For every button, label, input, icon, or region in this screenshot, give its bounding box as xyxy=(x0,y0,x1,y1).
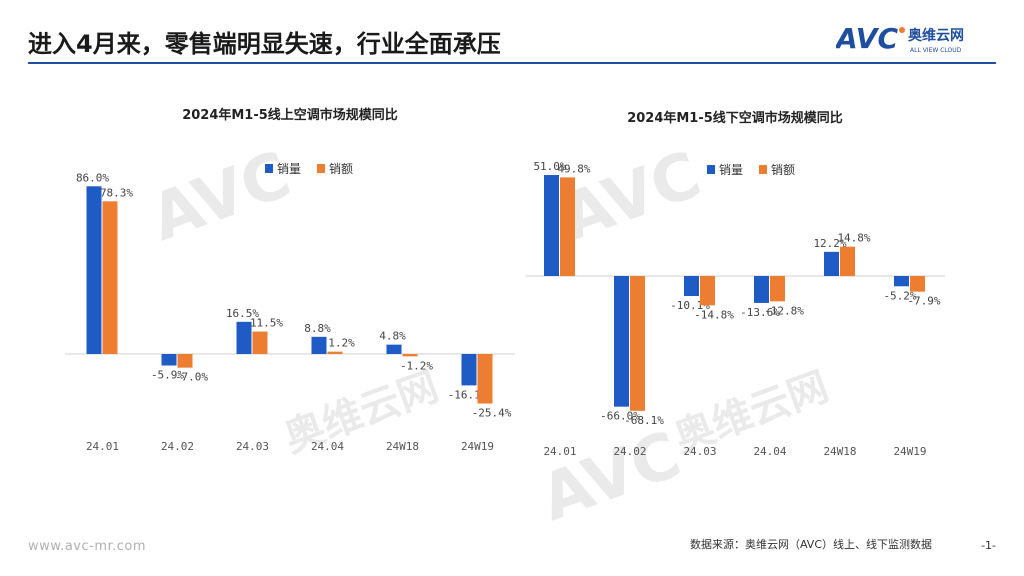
data-label: -7.0% xyxy=(175,371,208,384)
bar-销量-24W19 xyxy=(461,354,477,386)
x-tick-label: 24.03 xyxy=(683,445,716,458)
bar-销额-24.02 xyxy=(630,276,645,411)
avc-logo: AVC 奥维云网 ALL VIEW CLOUD xyxy=(834,20,996,60)
data-label: 78.3% xyxy=(100,186,133,199)
bar-销额-24.03 xyxy=(252,331,268,354)
bar-销额-24W18 xyxy=(840,246,855,276)
x-tick-label: 24.03 xyxy=(236,440,269,453)
chart-title: 2024年M1-5线上空调市场规模同比 xyxy=(182,107,398,123)
x-tick-label: 24W19 xyxy=(893,445,926,458)
footer-website[interactable]: www.avc-mr.com xyxy=(28,539,147,554)
bar-销量-24W18 xyxy=(824,251,839,276)
data-label: 86.0% xyxy=(76,171,109,184)
data-label: -5.2% xyxy=(883,289,916,302)
data-label: 49.8% xyxy=(557,162,590,175)
bar-销量-24.02 xyxy=(161,354,177,366)
x-tick-label: 24.04 xyxy=(311,440,344,453)
legend-label: 销额 xyxy=(771,163,795,177)
bar-销量-24W19 xyxy=(894,276,909,287)
data-label: 16.5% xyxy=(226,307,259,320)
data-label: -68.1% xyxy=(624,414,664,427)
chart-title: 2024年M1-5线下空调市场规模同比 xyxy=(627,110,843,126)
x-tick-label: 24W18 xyxy=(386,440,419,453)
logo-dot-icon xyxy=(899,27,905,33)
data-label: -25.4% xyxy=(472,407,512,420)
bar-销量-24.03 xyxy=(236,321,252,354)
bar-销量-24.02 xyxy=(614,276,629,407)
x-tick-label: 24.02 xyxy=(161,440,194,453)
x-tick-label: 24.04 xyxy=(753,445,786,458)
legend-label: 销量 xyxy=(719,163,743,177)
bar-销额-24W19 xyxy=(477,354,493,404)
bar-销量-24W18 xyxy=(386,344,402,354)
data-label: 14.8% xyxy=(837,232,870,245)
footer-source: 数据来源：奥维云网（AVC）线上、线下监测数据 xyxy=(689,538,932,551)
bar-销量-24.01 xyxy=(544,175,559,276)
chart-offline: 2024年M1-5线下空调市场规模同比 51.0% 49.8% 24.01 -66.0%… xyxy=(520,100,980,465)
data-label: -13.6% xyxy=(740,306,780,319)
x-tick-label: 24W18 xyxy=(823,445,856,458)
data-label: 12.2% xyxy=(813,237,846,250)
data-label: 1.2% xyxy=(328,337,355,350)
logo-cn: 奥维云网 xyxy=(908,27,964,44)
bar-销额-24.01 xyxy=(102,201,118,354)
bar-销量-24.03 xyxy=(684,276,699,296)
data-label: 4.8% xyxy=(379,330,406,343)
data-label: -66.0% xyxy=(600,410,640,423)
bar-销量-24.04 xyxy=(311,336,327,354)
bar-销额-24.04 xyxy=(327,351,343,354)
x-tick-label: 24.02 xyxy=(613,445,646,458)
legend-swatch-销额 xyxy=(317,164,325,173)
page-number: -1- xyxy=(981,539,996,552)
bar-销额-24.01 xyxy=(560,177,575,276)
data-label: -5.9% xyxy=(151,369,184,382)
bar-销量-24.01 xyxy=(86,186,102,354)
legend-swatch-销量 xyxy=(707,165,715,174)
x-tick-label: 24.01 xyxy=(86,440,119,453)
chart-offline-svg: 2024年M1-5线下空调市场规模同比 51.0%49.8% 24.01 -66.0%… xyxy=(525,110,945,458)
bar-销额-24.04 xyxy=(770,276,785,302)
legend-swatch-销额 xyxy=(759,165,767,174)
logo-text: AVC xyxy=(836,22,898,55)
bar-销额-24W19 xyxy=(910,276,925,292)
x-tick-label: 24.01 xyxy=(543,445,576,458)
title-rule xyxy=(28,62,996,64)
x-tick-label: 24W19 xyxy=(461,440,494,453)
bar-销额-24.02 xyxy=(177,354,193,368)
data-label: 8.8% xyxy=(304,322,331,335)
data-label: -1.2% xyxy=(400,359,433,372)
logo-en: ALL VIEW CLOUD xyxy=(910,47,962,54)
data-label: -14.8% xyxy=(694,308,734,321)
bar-销量-24.04 xyxy=(754,276,769,303)
legend-label: 销额 xyxy=(329,162,353,176)
legend-swatch-销量 xyxy=(265,164,273,173)
bar-销额-24W18 xyxy=(402,354,418,357)
data-label: 51.0% xyxy=(533,160,566,173)
chart-online: 2024年M1-5线上空调市场规模同比 86.0% 78.3% 24.01 -5.9% -… xyxy=(50,95,515,465)
bar-销额-24.03 xyxy=(700,276,715,306)
chart-online-svg: 2024年M1-5线上空调市场规模同比86.0%78.3%24.01-5.9%-… xyxy=(65,107,515,453)
page-title: 进入4月来，零售端明显失速，行业全面承压 xyxy=(28,30,501,58)
data-label: -7.9% xyxy=(907,295,940,308)
data-label: 11.5% xyxy=(250,317,283,330)
legend-label: 销量 xyxy=(277,162,301,176)
data-label: -12.8% xyxy=(764,304,804,317)
